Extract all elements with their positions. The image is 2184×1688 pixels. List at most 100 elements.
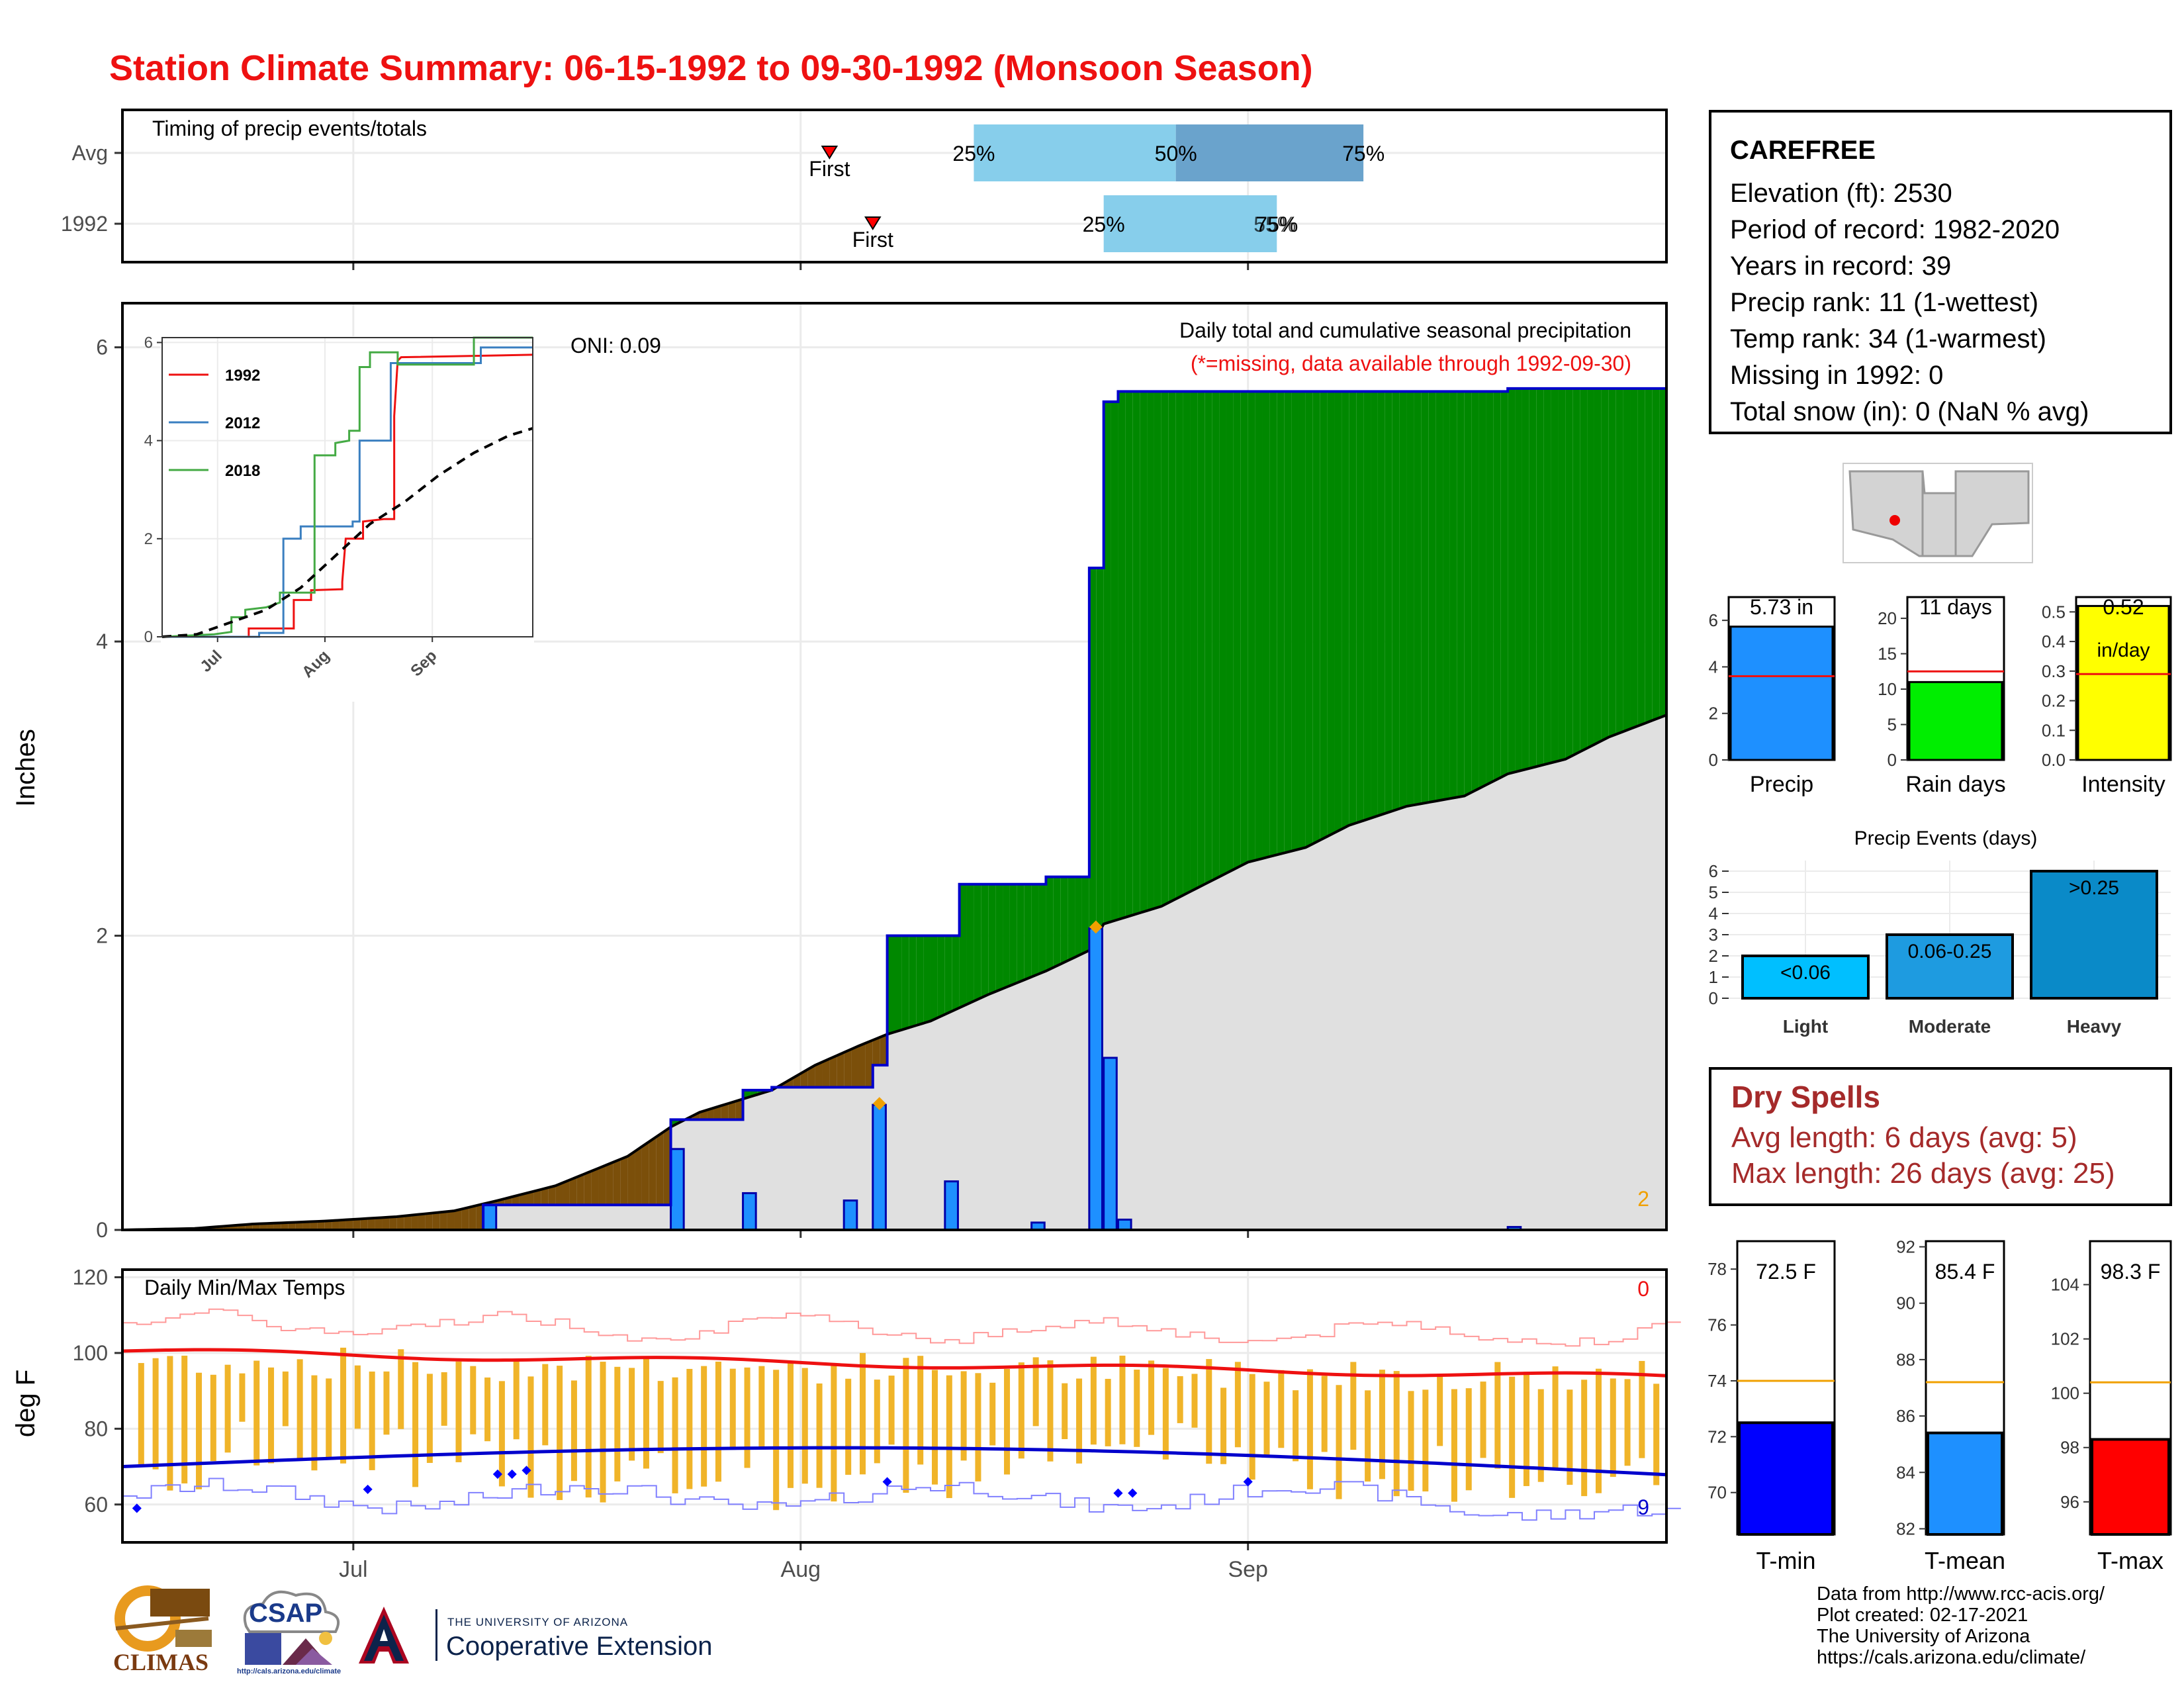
- daily-temp-bar: [1624, 1379, 1631, 1466]
- daily-temp-bar: [138, 1363, 144, 1465]
- daily-temp-bar: [1437, 1374, 1443, 1446]
- below-avg-fill: [267, 1223, 274, 1230]
- daily-temp-bar: [816, 1383, 823, 1488]
- above-avg-fill: [988, 884, 996, 995]
- precip-corner-count: 2: [1637, 1187, 1649, 1211]
- above-avg-fill: [1132, 391, 1140, 915]
- above-avg-fill: [1277, 391, 1285, 855]
- daily-temp-bar: [629, 1368, 635, 1461]
- summary-ytick-label: 0.0: [2042, 750, 2066, 770]
- above-avg-fill: [1089, 568, 1097, 951]
- temp-xtick-label: Aug: [781, 1557, 821, 1582]
- below-avg-fill: [865, 1040, 873, 1088]
- above-avg-fill: [1103, 401, 1111, 924]
- timing-q50-label: 50%: [1155, 142, 1197, 165]
- timing-row-label: 1992: [61, 212, 108, 236]
- summary-ytick-label: 4: [1709, 657, 1718, 677]
- below-avg-fill: [563, 1180, 570, 1205]
- daily-temp-bar: [1293, 1390, 1299, 1462]
- climas-logo: CLIMAS: [109, 1582, 218, 1675]
- temp-bar-ytick-label: 98: [2060, 1438, 2079, 1458]
- daily-temp-bar: [296, 1359, 303, 1459]
- daily-temp-bar: [1134, 1370, 1140, 1447]
- precip-ytick-label: 2: [96, 924, 108, 948]
- precip-ytick-label: 4: [96, 630, 108, 653]
- below-avg-fill: [259, 1223, 267, 1230]
- above-avg-fill: [1608, 388, 1616, 737]
- summary-bar-label: 5.73 in: [1750, 595, 1813, 619]
- above-avg-fill: [1284, 391, 1292, 853]
- daily-temp-bar: [859, 1352, 866, 1475]
- below-avg-fill: [317, 1221, 325, 1230]
- daily-temp-bar: [975, 1373, 981, 1481]
- below-avg-fill: [288, 1222, 296, 1230]
- above-avg-fill: [1183, 391, 1191, 896]
- timing-iqr-high: [1175, 124, 1364, 181]
- timing-panel-border: [121, 109, 1668, 263]
- daily-temp-bar: [1639, 1360, 1645, 1458]
- below-avg-fill: [324, 1221, 332, 1230]
- above-avg-fill: [1471, 391, 1479, 792]
- daily-temp-bar: [672, 1377, 678, 1493]
- summary-ytick-label: 2: [1709, 704, 1718, 724]
- below-avg-fill: [541, 1188, 549, 1205]
- daily-temp-bar: [196, 1372, 203, 1489]
- summary-ytick-label: 0.1: [2042, 720, 2066, 740]
- below-avg-fill: [281, 1222, 289, 1230]
- below-avg-fill: [454, 1209, 462, 1230]
- avg-min-line: [122, 1446, 1667, 1477]
- inset-legend-label: 1992: [225, 367, 260, 385]
- daily-precip-bar: [482, 1203, 498, 1231]
- daily-temp-bar: [426, 1374, 433, 1463]
- daily-temp-bar: [1220, 1387, 1227, 1464]
- precip-event-label: 0.06-0.25: [1908, 941, 1992, 962]
- above-avg-fill: [1435, 391, 1443, 802]
- daily-temp-bar: [1567, 1389, 1573, 1485]
- daily-precip-bar: [1116, 1218, 1132, 1231]
- above-avg-fill: [1659, 388, 1666, 718]
- above-avg-fill: [1406, 391, 1414, 806]
- daily-precip-bar: [872, 1103, 887, 1231]
- below-avg-fill: [404, 1215, 412, 1230]
- daily-temp-bar: [1162, 1368, 1169, 1460]
- daily-temp-bar: [888, 1376, 895, 1445]
- below-avg-fill: [447, 1211, 455, 1230]
- daily-temp-bar: [1408, 1391, 1414, 1491]
- daily-temp-bar: [527, 1376, 534, 1498]
- above-avg-fill: [995, 884, 1003, 992]
- record-day-marker: [872, 1097, 886, 1111]
- temp-bar-name: T-mean: [1925, 1547, 2005, 1574]
- temp-ytick-label: 100: [73, 1341, 108, 1365]
- below-avg-fill: [273, 1223, 281, 1230]
- above-avg-fill: [1414, 391, 1422, 806]
- temp-bar-ytick-label: 78: [1707, 1259, 1727, 1279]
- below-avg-fill: [432, 1212, 440, 1230]
- above-avg-fill: [1125, 391, 1133, 917]
- above-avg-fill: [1147, 391, 1154, 911]
- daily-temp-bar: [498, 1381, 505, 1487]
- summary-ytick-label: 6: [1709, 610, 1718, 630]
- precip-event-bar: [1741, 955, 1870, 1000]
- above-avg-fill: [1522, 388, 1529, 771]
- temp-bar-ytick-label: 92: [1896, 1237, 1915, 1257]
- above-avg-fill: [974, 884, 981, 1002]
- daily-temp-bar: [1653, 1383, 1660, 1485]
- daily-temp-bar: [600, 1362, 606, 1503]
- station-info-box: CAREFREE Elevation (ft): 2530 Period of …: [1709, 110, 2172, 434]
- below-avg-fill: [851, 1046, 858, 1088]
- daily-temp-bar: [643, 1358, 649, 1469]
- daily-temp-bar: [1105, 1378, 1111, 1446]
- credit-line: The University of Arizona: [1817, 1626, 2030, 1647]
- below-avg-fill: [310, 1221, 318, 1230]
- summary-ytick-label: 0.5: [2042, 602, 2066, 622]
- temp-bar-label: 85.4 F: [1935, 1260, 1995, 1284]
- below-avg-fill: [389, 1217, 397, 1230]
- credit-line: Data from http://www.rcc-acis.org/: [1817, 1583, 2105, 1605]
- daily-temp-bar: [1393, 1371, 1400, 1497]
- daily-temp-bar: [657, 1381, 664, 1454]
- daily-temp-bar: [1494, 1362, 1501, 1469]
- above-avg-fill: [1053, 876, 1061, 968]
- climas-sun-icon: [114, 1585, 212, 1652]
- precip-event-bar: [1886, 933, 2014, 1000]
